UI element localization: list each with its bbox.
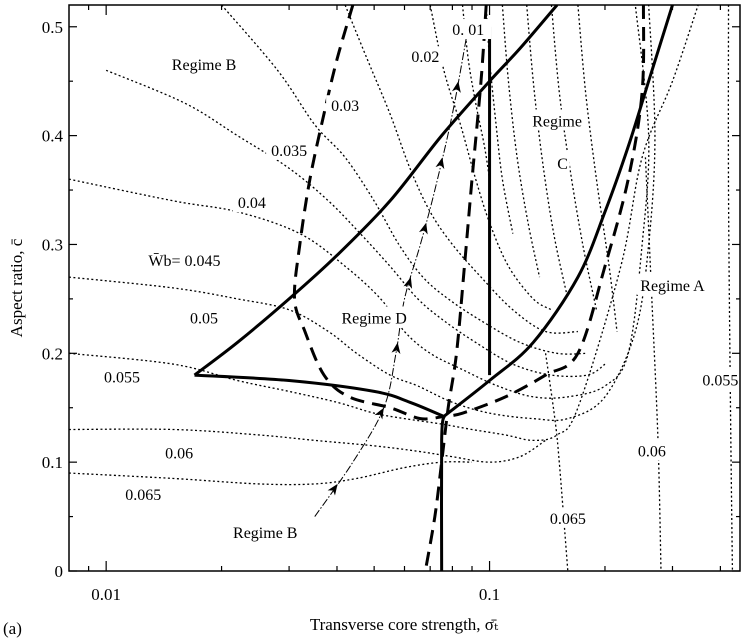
contour-label-0: 0. 01 xyxy=(445,19,492,40)
contour-line-13 xyxy=(69,428,546,463)
contour-line-0 xyxy=(461,5,491,180)
contour-line-5 xyxy=(526,5,569,300)
y-tick-label: 0.5 xyxy=(42,18,63,37)
contour-label-9: 0.065 xyxy=(120,483,167,504)
y-axis-label: Aspect ratio, c̄ xyxy=(7,238,26,337)
regime-label-text: C xyxy=(557,156,568,173)
y-tick-label: 0.4 xyxy=(42,127,64,146)
contour-label-7: 0.055 xyxy=(99,366,146,387)
contour-line-9 xyxy=(577,5,618,332)
regime-label-5: Regime B xyxy=(229,520,302,542)
contour-label-text: 0.06 xyxy=(638,443,666,460)
contour-line-11 xyxy=(69,5,656,422)
x-axis-label: Transverse core strength, σ̄ₜ xyxy=(310,615,499,634)
contour-label-10: 0.055 xyxy=(697,369,744,390)
x-tick-label: 0.1 xyxy=(479,585,500,604)
y-tick-label: 0 xyxy=(55,562,64,581)
contour-line-7 xyxy=(550,5,598,310)
contour-label-11: 0.06 xyxy=(632,440,671,461)
contour-label-text: 0.065 xyxy=(125,487,161,504)
contour-line-16 xyxy=(644,157,662,571)
trajectory-arrow-2 xyxy=(391,342,401,354)
contour-label-text: 0.05 xyxy=(190,310,218,327)
contour-label-1: 0.02 xyxy=(406,46,445,67)
contour-line-4 xyxy=(344,5,578,334)
contour-label-text: 0.02 xyxy=(411,49,439,66)
regime-boundary-0 xyxy=(193,5,559,377)
contour-line-8 xyxy=(105,69,606,378)
y-tick-label: 0.1 xyxy=(42,453,63,472)
regime-boundary-5 xyxy=(292,5,445,421)
contour-label-text: W̄b= 0.045 xyxy=(148,253,220,270)
regime-boundary-2 xyxy=(442,5,674,418)
contour-label-6: 0.05 xyxy=(185,307,224,328)
contour-lines xyxy=(69,5,734,571)
regime-label-0: Regime B xyxy=(168,52,240,74)
trajectory-arrow-1 xyxy=(374,407,384,420)
contour-line-12 xyxy=(69,5,699,442)
contour-line-14 xyxy=(69,461,473,486)
contour-label-8: 0.06 xyxy=(160,442,199,463)
regime-label-text: Regime D xyxy=(341,310,406,327)
contour-line-3 xyxy=(501,5,541,278)
contour-line-6 xyxy=(221,5,588,355)
contour-label-text: 0.065 xyxy=(550,511,586,528)
trajectory-arrow-4 xyxy=(418,222,428,235)
contour-label-text: 0.055 xyxy=(104,369,140,386)
regime-label-3: Regime D xyxy=(338,306,410,328)
regime-label-2: C xyxy=(555,151,570,173)
contour-label-text: 0.055 xyxy=(702,373,738,390)
contour-label-2: 0.03 xyxy=(326,95,365,116)
trajectory xyxy=(314,26,469,517)
y-tick-label: 0.2 xyxy=(42,344,63,363)
regime-boundaries xyxy=(193,5,674,571)
contour-label-text: 0.035 xyxy=(271,143,307,160)
contour-label-12: 0.065 xyxy=(544,507,591,528)
axes: 0 0.1 0.2 0.3 0.4 0.5 0.01 0.1 xyxy=(42,5,740,604)
contour-label-3: 0.035 xyxy=(266,139,313,160)
regime-label-text: Regime B xyxy=(172,57,236,74)
regime-labels: Regime B Regime C Regime D Regime A Regime B xyxy=(168,52,709,542)
trajectory-arrow-5 xyxy=(435,157,445,170)
panel-label: (a) xyxy=(3,619,22,638)
trajectory-arrow-3 xyxy=(403,277,413,289)
trajectory-path xyxy=(314,26,469,517)
trajectory-arrow-0 xyxy=(327,483,338,496)
contour-label-text: 0.03 xyxy=(331,98,359,115)
contour-label-text: 0. 01 xyxy=(452,22,484,39)
contour-label-text: 0.06 xyxy=(165,445,193,462)
regime-boundary-3 xyxy=(439,416,446,571)
contour-line-10 xyxy=(69,5,650,399)
contour-line-2 xyxy=(429,5,552,311)
regime-label-text: Regime xyxy=(532,113,582,130)
contour-labels: 0. 01 0.02 0.03 0.035 0.04 W̄b= 0.045 0.05 0.05… xyxy=(99,19,744,528)
x-tick-label: 0.01 xyxy=(91,585,121,604)
regime-boundary-1 xyxy=(194,373,445,418)
y-tick-label: 0.3 xyxy=(42,235,63,254)
contour-label-4: 0.04 xyxy=(232,192,271,213)
regime-boundary-7 xyxy=(443,5,646,418)
contour-label-5: W̄b= 0.045 xyxy=(141,249,228,270)
trajectory-arrow-6 xyxy=(451,81,461,93)
contour-label-text: 0.04 xyxy=(238,195,266,212)
regime-label-4: Regime A xyxy=(636,273,709,295)
contour-line-17 xyxy=(544,353,569,571)
regime-label-1: Regime xyxy=(529,109,585,131)
regime-label-text: Regime A xyxy=(640,278,705,295)
contour-line-15 xyxy=(727,5,734,571)
regime-boundary-6 xyxy=(423,5,488,571)
regime-label-text: Regime B xyxy=(233,525,297,542)
